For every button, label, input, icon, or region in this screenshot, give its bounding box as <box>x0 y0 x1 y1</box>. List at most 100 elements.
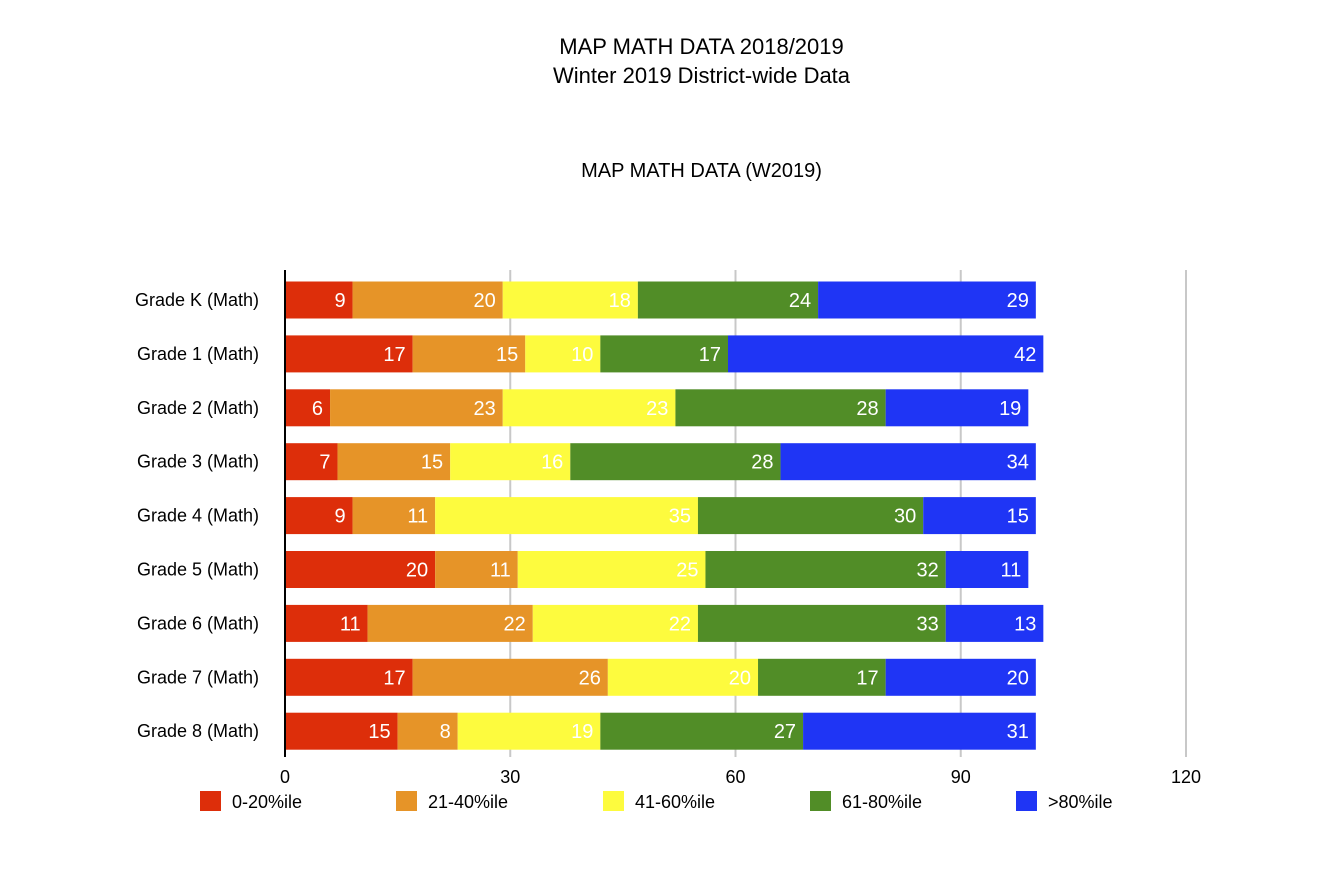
category-label: Grade 3 (Math) <box>137 452 259 472</box>
chart-title: MAP MATH DATA (W2019) <box>581 160 822 182</box>
bar-segment <box>285 658 413 696</box>
bar-value-label: 35 <box>669 506 691 528</box>
bar-segment <box>945 604 1044 642</box>
page-title: MAP MATH DATA 2018/2019 <box>559 34 844 59</box>
bar-segment <box>285 604 368 642</box>
bar-segment <box>412 658 608 696</box>
x-tick-label: 60 <box>725 767 745 787</box>
bar-segment <box>697 497 924 535</box>
bar-segment <box>780 443 1036 481</box>
category-label: Grade 5 (Math) <box>137 560 259 580</box>
category-label: Grade 2 (Math) <box>137 398 259 418</box>
bar-value-label: 34 <box>1007 452 1029 474</box>
bar-value-label: 11 <box>490 560 511 582</box>
bar-value-label: 15 <box>421 452 443 474</box>
bar-segment <box>675 389 886 427</box>
legend-swatch <box>1016 791 1037 811</box>
bar-segment <box>367 604 533 642</box>
category-label: Grade 1 (Math) <box>137 344 259 364</box>
bar-segment <box>352 497 436 535</box>
bar-value-label: 15 <box>368 721 390 743</box>
page-subtitle: Winter 2019 District-wide Data <box>552 63 851 88</box>
bar-value-label: 9 <box>334 506 345 528</box>
bar-value-label: 13 <box>1014 613 1036 635</box>
bar-value-label: 31 <box>1007 721 1029 743</box>
bars: 9 20 18 24 29 17 15 10 17 42 6 23 23 28 19 7 15 16 28 34 9 11… <box>285 281 1044 750</box>
category-label: Grade 7 (Math) <box>137 667 259 687</box>
bar-segment <box>818 281 1036 319</box>
bar-segment <box>412 335 526 373</box>
bar-value-label: 17 <box>856 667 878 689</box>
bar-segment <box>705 551 946 588</box>
bar-value-label: 9 <box>334 290 345 312</box>
bar-segment <box>758 658 886 696</box>
bar-value-label: 32 <box>916 560 938 582</box>
category-label: Grade 4 (Math) <box>137 506 259 526</box>
bar-value-label: 11 <box>1001 560 1022 582</box>
bar-segment <box>435 497 698 535</box>
legend-label: 0-20%ile <box>232 792 302 812</box>
bar-segment <box>923 497 1036 535</box>
category-label: Grade 8 (Math) <box>137 721 259 741</box>
bar-segment <box>885 658 1036 696</box>
legend-label: 61-80%ile <box>842 792 922 812</box>
legend-swatch <box>396 791 417 811</box>
bar-segment <box>532 604 698 642</box>
bar-segment <box>285 497 353 535</box>
legend: 0-20%ile 21-40%ile 41-60%ile 61-80%ile >80%i… <box>200 791 1113 812</box>
bar-value-label: 17 <box>383 667 405 689</box>
bar-segment <box>607 658 759 696</box>
bar-segment <box>525 335 601 373</box>
bar-segment <box>337 443 451 481</box>
bar-value-label: 30 <box>894 506 916 528</box>
bar-segment <box>352 281 503 319</box>
bar-value-label: 26 <box>579 667 601 689</box>
bar-segment <box>803 712 1036 750</box>
bar-segment <box>945 551 1029 588</box>
bar-value-label: 17 <box>699 344 721 366</box>
bar-segment <box>600 335 728 373</box>
bar-segment <box>885 389 1029 427</box>
bar-segment <box>285 335 413 373</box>
bar-value-label: 33 <box>916 613 938 635</box>
legend-swatch <box>200 791 221 811</box>
category-label: Grade 6 (Math) <box>137 613 259 633</box>
bar-value-label: 29 <box>1007 290 1029 312</box>
bar-segment <box>285 281 353 319</box>
bar-value-label: 10 <box>571 344 593 366</box>
bar-value-label: 23 <box>646 398 668 420</box>
category-label: Grade K (Math) <box>135 290 259 310</box>
bar-segment <box>517 551 706 588</box>
bar-segment <box>435 551 518 588</box>
bar-value-label: 28 <box>751 452 773 474</box>
x-tick-label: 90 <box>951 767 971 787</box>
bar-value-label: 23 <box>473 398 495 420</box>
bar-value-label: 42 <box>1014 344 1036 366</box>
bar-value-label: 19 <box>999 398 1021 420</box>
x-tick-label: 120 <box>1171 767 1201 787</box>
bar-value-label: 20 <box>729 667 751 689</box>
bar-value-label: 20 <box>473 290 495 312</box>
bar-segment <box>727 335 1044 373</box>
bar-segment <box>637 281 819 319</box>
bar-value-label: 6 <box>312 398 323 420</box>
bar-segment <box>600 712 804 750</box>
bar-segment <box>285 389 331 427</box>
bar-value-label: 22 <box>504 613 526 635</box>
bar-value-label: 7 <box>319 452 330 474</box>
bar-segment <box>502 281 638 319</box>
bar-value-label: 22 <box>669 613 691 635</box>
bar-value-label: 24 <box>789 290 811 312</box>
bar-value-label: 8 <box>440 721 451 743</box>
bar-value-label: 16 <box>541 452 563 474</box>
bar-value-label: 15 <box>1007 506 1029 528</box>
bar-segment <box>397 712 458 750</box>
legend-label: 41-60%ile <box>635 792 715 812</box>
bar-segment <box>502 389 676 427</box>
bar-value-label: 11 <box>407 506 428 528</box>
bar-value-label: 20 <box>1007 667 1029 689</box>
bar-segment <box>330 389 503 427</box>
bar-value-label: 19 <box>571 721 593 743</box>
bar-value-label: 28 <box>856 398 878 420</box>
